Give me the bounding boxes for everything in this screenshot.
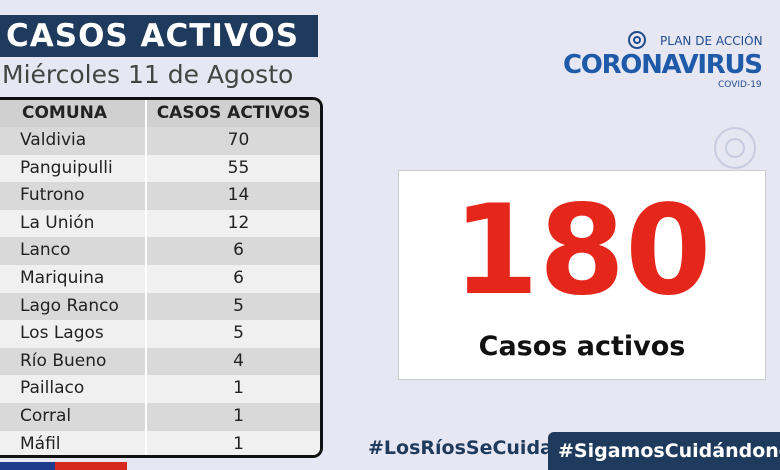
table-cell: 6 [233,267,244,288]
table-cell: 12 [227,212,250,233]
table-cell: Máfil [0,430,147,455]
table-cell: Paillaco [0,375,147,403]
table-row: Panguipulli 55 [0,154,320,183]
table-cell: Lanco [0,237,147,265]
table-cell: Lago Ranco [0,292,147,321]
table-cell: Valdivia [0,127,147,155]
table-cell: Mariquina [0,264,147,293]
table-cell: 5 [233,323,244,344]
flag-red [55,462,127,470]
table-row: La Unión 12 [0,209,320,238]
table-row: Valdivia 70 [0,127,320,155]
table-cell: 55 [227,157,250,178]
table-cell: Corral [0,402,147,431]
table-row: Corral 1 [0,402,320,431]
table-cell: Los Lagos [0,320,147,348]
table-cell: 70 [227,130,250,150]
table-cell: Panguipulli [0,154,147,183]
total-value: 180 [452,179,712,323]
virus-icon [714,127,756,169]
table-row: Paillaco 1 [0,375,320,403]
table-cell: Futrono [0,182,147,210]
table-cell: 1 [233,378,244,399]
table-cell: 6 [233,240,244,261]
logo: PLAN DE ACCIÓN CORONAVIRUS COVID-19 [563,31,763,90]
hashtag: #SigamosCuidándonos [548,432,780,470]
table-row: Mariquina 6 [0,264,320,293]
logo-main: CORONAVIRUS [563,50,763,80]
table-cell: La Unión [0,209,147,238]
table-cell: Río Bueno [0,347,147,376]
table-cell: 5 [233,295,244,316]
table-cell: 1 [233,405,244,426]
table-cell: 4 [233,350,244,371]
table-row: Río Bueno 4 [0,347,320,376]
table-row: Lago Ranco 5 [0,292,320,321]
flag-blue [0,462,55,470]
table-cell: 1 [233,433,244,454]
table-row: Futrono 14 [0,182,320,210]
hashtag: #LosRíosSeCuida [368,437,553,459]
table-row: Los Lagos 5 [0,320,320,348]
logo-top: PLAN DE ACCIÓN [660,33,763,48]
table-row: Lanco 6 [0,237,320,265]
title: CASOS ACTIVOS [0,15,318,57]
total-label: Casos activos [478,331,686,362]
header-row: COMUNA CASOS ACTIVOS [0,100,320,127]
total-box: 180 Casos activos [398,170,766,380]
table-cell: 14 [227,185,250,206]
header-cell: COMUNA [0,100,147,127]
header-cell: CASOS ACTIVOS [156,103,311,123]
table: COMUNA CASOS ACTIVOS Valdivia 70 Panguipul… [0,97,323,458]
table-row: Máfil 1 [0,430,320,455]
logo-sub: COVID-19 [718,80,762,90]
date: Miércoles 11 de Agosto [2,60,294,89]
